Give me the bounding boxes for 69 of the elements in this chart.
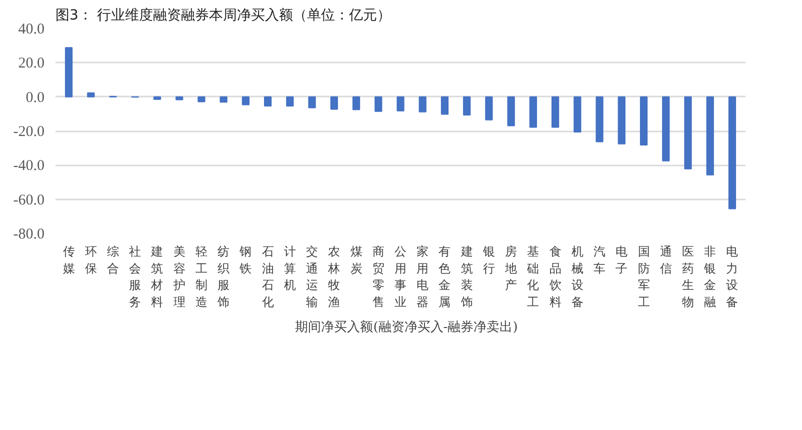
bar <box>684 96 692 170</box>
bar <box>418 96 426 112</box>
x-tick-label: 基础化工 <box>526 244 540 309</box>
x-tick-label: 计算机 <box>284 244 296 292</box>
bar <box>308 96 316 108</box>
bar <box>374 96 382 112</box>
bar <box>242 96 250 106</box>
x-tick-label: 钢铁 <box>238 244 252 276</box>
bar <box>706 96 714 176</box>
x-tick-label: 建筑材料 <box>150 244 164 309</box>
bar <box>640 96 648 146</box>
x-tick-label: 电力设备 <box>726 244 738 309</box>
x-tick-label: 家用电器 <box>416 244 429 309</box>
y-tick-label: -20.0 <box>13 124 45 140</box>
bar <box>728 96 736 210</box>
x-tick-label: 有色金属 <box>438 244 451 309</box>
bar <box>618 96 626 144</box>
x-tick-label: 建筑装饰 <box>460 244 473 309</box>
y-tick-label: -40.0 <box>13 158 45 174</box>
bar <box>529 96 538 128</box>
bar <box>662 96 670 162</box>
y-tick-label: 20.0 <box>18 56 44 72</box>
chart-title: 图3： 行业维度融资融券本周净买入额（单位：亿元） <box>56 8 391 24</box>
x-tick-label: 石油石化 <box>262 244 274 309</box>
x-tick-label: 公用事业 <box>394 244 406 309</box>
x-tick-label: 传媒 <box>62 244 75 276</box>
bar <box>87 92 95 98</box>
text: 期间净买入额(融资净买入-融券净卖出) <box>295 319 518 336</box>
x-tick-label: 通信 <box>660 244 672 276</box>
bar <box>507 96 515 126</box>
x-tick-label: 汽车 <box>594 244 606 276</box>
bar <box>463 96 471 116</box>
bar <box>198 96 206 102</box>
x-tick-label: 环保 <box>84 244 97 276</box>
x-tick-label: 医药生物 <box>682 244 694 309</box>
x-tick-label: 非银金融 <box>703 244 716 309</box>
x-tick-label: 商贸零售 <box>372 244 384 309</box>
x-tick-label: 食品饮料 <box>548 244 562 309</box>
x-tick-label: 美容护理 <box>172 244 186 309</box>
y-tick-label: 40.0 <box>18 22 44 38</box>
y-tick-label: -60.0 <box>13 192 45 208</box>
x-tick-label: 农林牧渔 <box>327 244 340 309</box>
bar <box>264 96 272 107</box>
x-tick-label: 机械设备 <box>571 244 584 309</box>
x-tick-label: 轻工制造 <box>195 244 208 309</box>
bar <box>220 96 228 103</box>
x-tick-label: 电子 <box>616 244 628 276</box>
x-tick-label: 社会服务 <box>129 244 142 309</box>
bar <box>64 47 73 98</box>
y-tick-label: 0.0 <box>26 90 44 106</box>
x-tick-label: 煤炭 <box>350 244 362 276</box>
bar <box>352 96 360 110</box>
bar <box>286 96 294 107</box>
x-tick-label: 综合 <box>107 244 119 276</box>
bar <box>330 96 338 110</box>
bar <box>176 96 184 100</box>
x-tick-label: 房地产 <box>504 244 518 292</box>
bar <box>396 96 404 112</box>
x-tick-label: 国防军工 <box>638 244 650 309</box>
bar <box>485 96 493 120</box>
bar <box>596 96 604 142</box>
bar <box>551 96 560 128</box>
x-tick-label: 银行 <box>482 244 495 276</box>
bar <box>440 96 449 115</box>
bar <box>153 96 162 100</box>
x-tick-label: 交通运输 <box>306 244 318 309</box>
bar <box>574 96 582 133</box>
y-tick-label: -80.0 <box>13 226 45 242</box>
x-tick-label: 纺织服饰 <box>216 244 230 309</box>
